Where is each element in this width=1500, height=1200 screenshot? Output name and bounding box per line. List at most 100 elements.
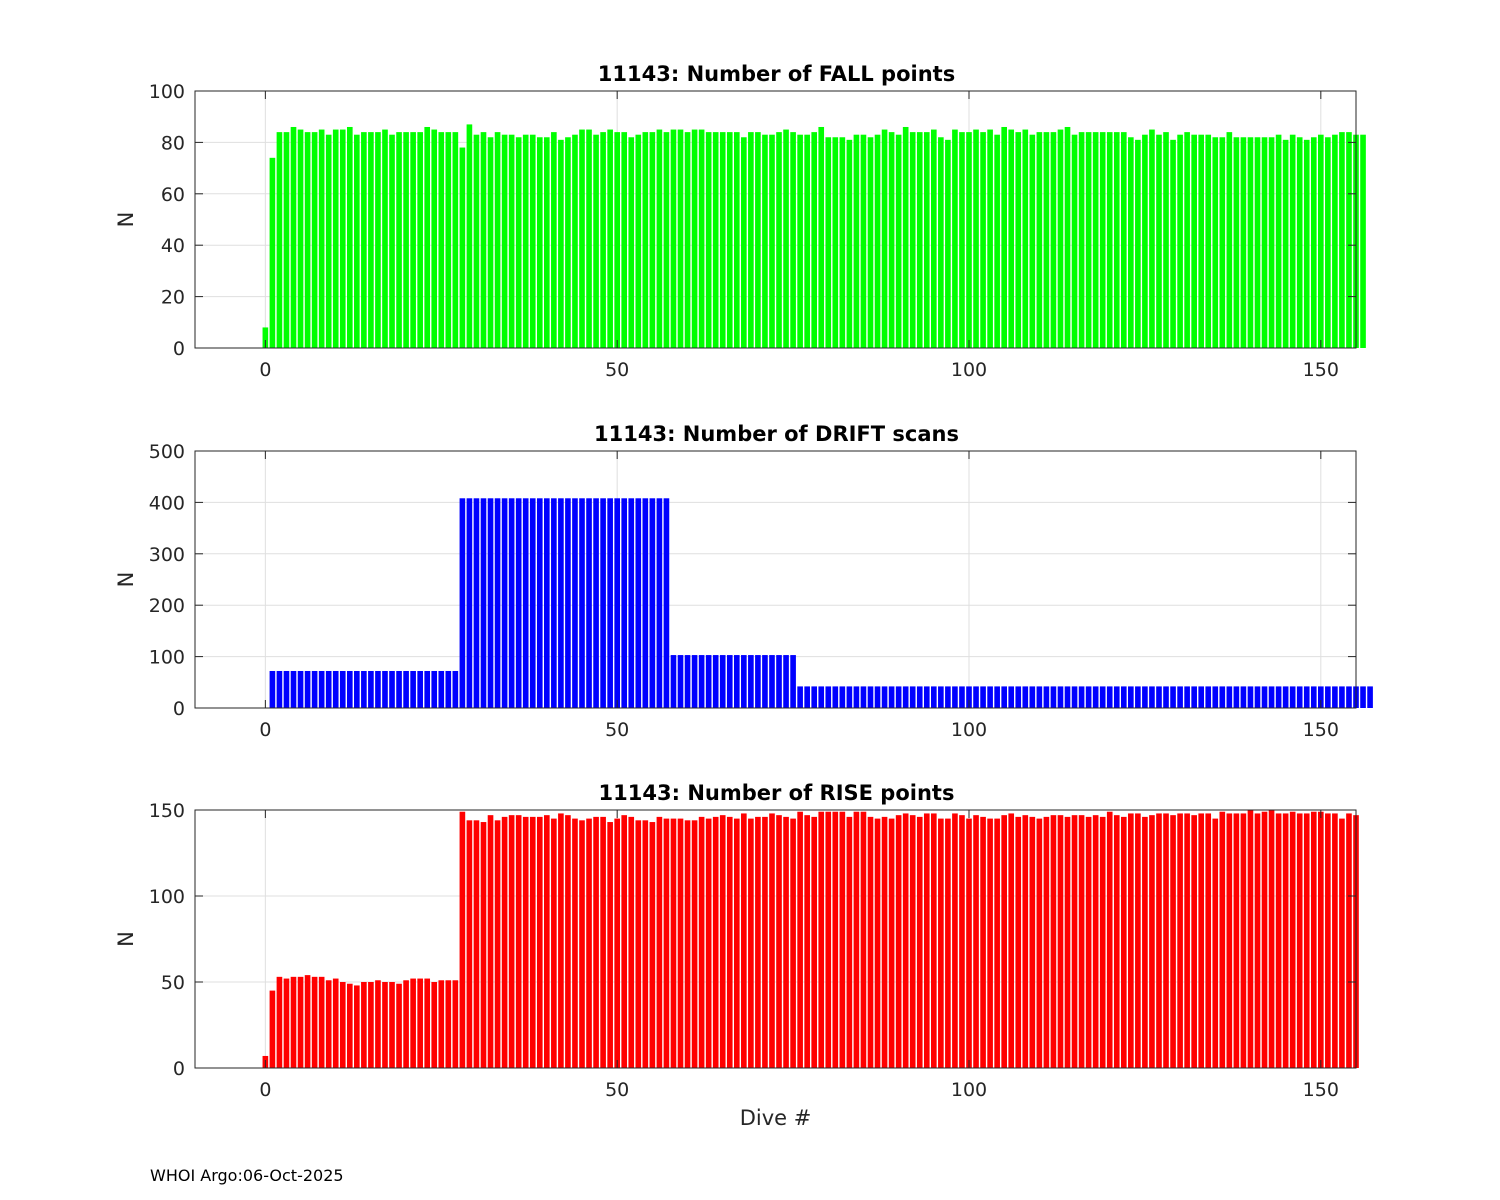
chart1-ytick-label: 60 [161,184,185,206]
chart3-bar [529,816,536,1068]
chart2-bar [1233,686,1240,708]
chart1-bar [579,129,585,348]
chart1-bar [684,132,691,348]
chart3-ytick-label: 50 [161,972,185,994]
chart1-bar [677,129,684,348]
chart2-bar [276,670,283,708]
chart1-bar [1036,132,1043,348]
chart1-bar [783,129,789,348]
chart2-bar [452,670,459,708]
chart3-bar [902,813,909,1068]
chart3-xtick-label: 50 [605,1079,629,1101]
chart2-bar [1325,686,1331,708]
chart1-bar [1282,139,1289,348]
chart1-ytick-label: 100 [149,81,185,103]
chart3-bar [579,820,585,1068]
chart3-bar [586,818,592,1068]
chart2-bar [494,498,501,708]
chart1-bar [431,129,438,348]
chart1-bar [712,132,719,348]
chart1-bar [1113,132,1120,348]
chart3-bar [375,980,381,1068]
chart2-bar [424,670,431,708]
chart1-bar [389,134,395,348]
chart3-bar [1184,813,1190,1068]
chart2-bar [565,498,571,708]
chart2-bar [1001,686,1007,708]
chart1-bar [396,132,402,348]
chart1-bar [1022,129,1029,348]
chart3-bar [452,980,459,1068]
chart1-bar [994,134,1000,348]
chart1-bar [938,137,944,348]
chart3-bar [565,815,571,1068]
chart2-bar [916,686,923,708]
chart2-ytick-label: 300 [149,544,185,566]
chart3-bar [1219,811,1226,1068]
chart1-bar [797,134,803,348]
chart1-bar [1275,134,1282,348]
chart2-bar [909,686,916,708]
chart3-bar [888,818,895,1068]
chart2-bar [649,498,656,708]
chart3-bar [1092,815,1099,1068]
chart2-bar [705,655,712,708]
chart1-bar [1346,132,1352,348]
chart1-bar [1064,126,1071,348]
chart3-bar [846,816,853,1068]
chart3-bar [473,820,480,1068]
chart3-bar [1177,813,1183,1068]
chart3-bar [515,815,522,1068]
chart3-bar [1318,811,1324,1068]
chart1-bar [424,126,431,348]
chart1-bar [818,126,825,348]
chart1-bar [733,132,740,348]
chart3-bar [1099,816,1106,1068]
chart1-bar [1008,129,1015,348]
chart1-bar [325,134,332,348]
chart2-bar [1254,686,1261,708]
chart2-bar [959,686,965,708]
chart3-bar [501,816,508,1068]
chart1-bar [607,129,613,348]
chart1-bar [290,126,297,348]
chart3-bar [269,990,276,1068]
chart2-bar [1120,686,1127,708]
chart2-bar [480,498,487,708]
chart2-bar [1310,686,1317,708]
chart1-bar [1296,137,1303,348]
chart2-bar [311,670,318,708]
chart1-plot-area [195,91,1356,348]
chart3-bar [1303,813,1310,1068]
chart3-bar [346,983,353,1068]
chart1-bar [508,134,515,348]
chart3-bar [283,978,290,1068]
chart3-bar [945,818,951,1068]
chart2-bar [733,655,740,708]
chart2-bar [1339,686,1345,708]
chart3-bar [1029,816,1036,1068]
chart1-bar [410,132,416,348]
chart3-ytick-label: 100 [149,886,185,908]
chart3-bar [1142,816,1148,1068]
chart2-bar [508,498,515,708]
chart1-bar [1001,126,1007,348]
chart3-bar [382,982,388,1068]
chart3-bar [726,816,733,1068]
chart3-bar [1226,813,1233,1068]
chart2-bar [621,498,628,708]
chart2-bar [1303,686,1310,708]
chart3-bar [1212,818,1219,1068]
chart1-bar [839,137,846,348]
chart2-bar [318,670,325,708]
chart3-bar [628,816,635,1068]
chart2-xtick-label: 100 [951,719,987,741]
chart2-bar [994,686,1000,708]
chart1-bar [1339,132,1345,348]
chart1-bar [726,132,733,348]
chart3-bar [1339,818,1345,1068]
chart1-bar [909,132,916,348]
chart1-bar [1254,137,1261,348]
chart1-bar [1325,137,1331,348]
chart2-bar [375,670,381,708]
